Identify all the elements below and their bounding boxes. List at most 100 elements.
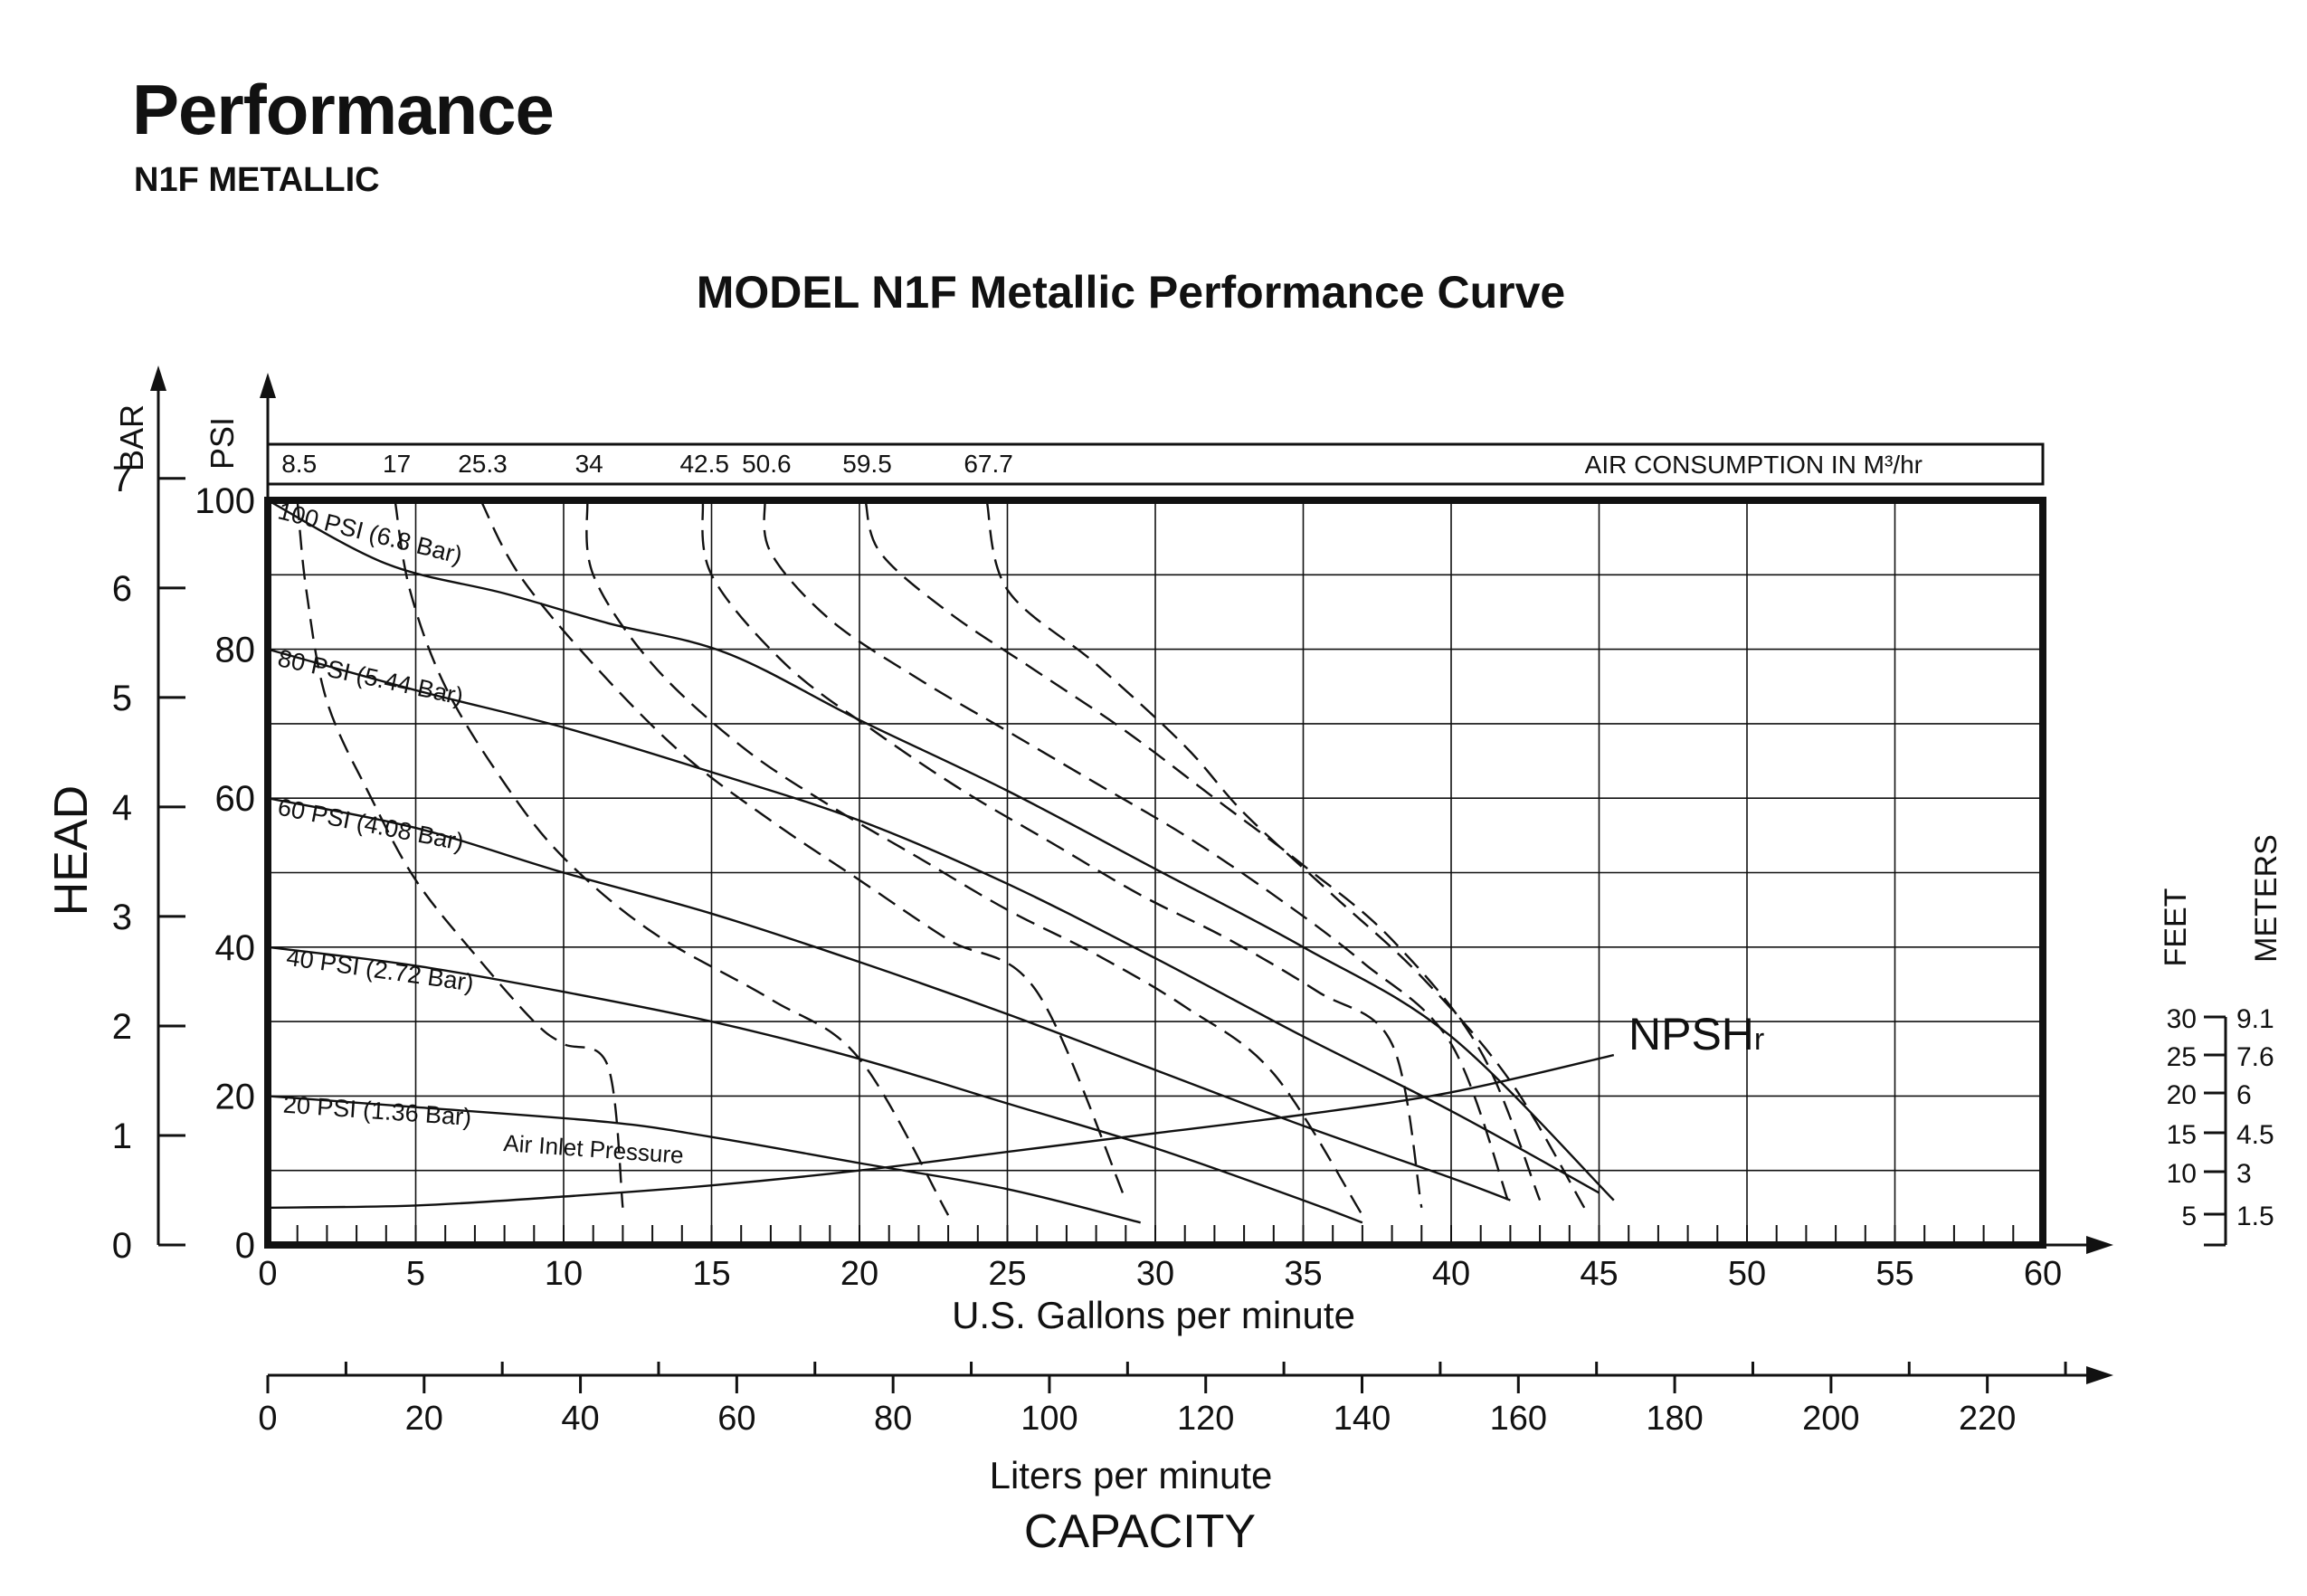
gpm-tick-label: 40	[1432, 1255, 1470, 1293]
lpm-tick-label: 180	[1646, 1400, 1703, 1438]
lpm-tick-label: 140	[1334, 1400, 1391, 1438]
pressure-curve-label: 60 PSI (4.08 Bar)	[276, 793, 467, 856]
bar-tick-label: 1	[112, 1116, 132, 1156]
plot-border	[264, 497, 2046, 1249]
air-consumption-value: 8.5	[281, 450, 317, 478]
air-consumption-curve	[701, 499, 1423, 1209]
air-inlet-pressure-annotation: Air Inlet Pressure	[503, 1129, 685, 1169]
bar-tick-label: 6	[112, 569, 132, 609]
psi-tick-label: 20	[215, 1077, 256, 1116]
npsh-curve	[267, 1053, 1615, 1209]
air-consumption-value: 25.3	[458, 450, 508, 478]
npsh-scale: 30 9.1 25 7.6 20 6 15 4.5 10 3 5 1.5	[2167, 1004, 2274, 1247]
bar-tick-label: 2	[112, 1007, 132, 1047]
air-consumption-value: 17	[383, 450, 411, 478]
gpm-tick-label: 20	[840, 1255, 878, 1293]
lpm-tick-label: 220	[1959, 1400, 2016, 1438]
pressure-curves	[267, 499, 1615, 1224]
lpm-tick-label: 120	[1177, 1400, 1234, 1438]
npsh-label: NPSHr	[1628, 1009, 1764, 1059]
npsh-feet-label: 5	[2181, 1202, 2197, 1231]
air-consumption-value: 34	[575, 450, 603, 478]
npsh-meters-label: 4.5	[2236, 1120, 2274, 1150]
bar-tick-label: 0	[112, 1226, 132, 1266]
bar-tick-label: 3	[112, 898, 132, 937]
pressure-curve	[267, 1095, 1141, 1224]
pressure-curve	[267, 648, 1600, 1194]
npsh-meters-label: 7.6	[2236, 1042, 2274, 1072]
pressure-curve	[267, 945, 1363, 1224]
npsh-feet-label: 25	[2167, 1042, 2197, 1072]
bar-tick-label: 4	[112, 788, 132, 828]
gpm-tick-label: 55	[1875, 1255, 1913, 1293]
bar-tick-label: 5	[112, 679, 132, 718]
bar-axis-title: BAR	[113, 404, 150, 471]
npsh-meters-label: 9.1	[2236, 1004, 2274, 1034]
x-axis-title: U.S. Gallons per minute	[952, 1294, 1355, 1336]
lpm-tick-label: 200	[1802, 1400, 1859, 1438]
air-consumption-curves	[296, 499, 1586, 1216]
npsh-feet-label: 15	[2167, 1120, 2197, 1150]
lpm-tick-label: 100	[1021, 1400, 1078, 1438]
lpm-tick-label: 60	[717, 1400, 755, 1438]
air-consumption-values: 8.5 17 25.3 34 42.5 50.6 59.5 67.7	[281, 450, 1013, 478]
air-consumption-curve	[479, 499, 1127, 1202]
series-labels: 100 PSI (6.8 Bar) 80 PSI (5.44 Bar) 60 PSI…	[275, 497, 475, 1131]
air-consumption-value: 59.5	[842, 450, 892, 478]
psi-tick-label: 40	[215, 928, 256, 968]
bar-tick-labels: 0 1 2 3 4 5 6 7	[112, 460, 185, 1266]
gpm-tick-label: 50	[1728, 1255, 1766, 1293]
air-consumption-curve	[763, 499, 1512, 1209]
bar-tick-label: 7	[112, 460, 132, 499]
npsh-feet-title: FEET	[2159, 888, 2193, 967]
psi-tick-label: 60	[215, 779, 256, 819]
air-consumption-curve	[864, 499, 1542, 1202]
npsh-feet-label: 10	[2167, 1159, 2197, 1189]
npsh-feet-label: 20	[2167, 1080, 2197, 1110]
gpm-tick-labels: 0 5 10 15 20 25 30 35 40 45 50 55 60	[258, 1255, 2062, 1293]
pressure-curve-label: 20 PSI (1.36 Bar)	[282, 1091, 472, 1131]
lpm-tick-label: 0	[258, 1400, 277, 1438]
gpm-tick-label: 0	[258, 1255, 277, 1293]
bar-axis-arrow	[150, 366, 166, 391]
air-consumption-value: 50.6	[742, 450, 792, 478]
npsh-meters-title: METERS	[2249, 834, 2283, 963]
pressure-curve-label: 80 PSI (5.44 Bar)	[276, 644, 466, 710]
npsh-meters-label: 3	[2236, 1159, 2252, 1189]
gpm-tick-label: 45	[1580, 1255, 1618, 1293]
page-subtitle: N1F METALLIC	[134, 161, 380, 199]
lpm-tick-label: 80	[874, 1400, 912, 1438]
x2-axis-title: Liters per minute	[990, 1454, 1273, 1496]
npsh-meters-label: 6	[2236, 1080, 2252, 1110]
psi-axis-title: PSI	[204, 417, 241, 470]
gpm-tick-label: 25	[988, 1255, 1026, 1293]
air-consumption-label: AIR CONSUMPTION IN M³/hr	[1585, 451, 1922, 479]
page-title: Performance	[132, 70, 555, 149]
gpm-axis-arrow	[2086, 1236, 2113, 1254]
psi-axis-arrow	[260, 373, 276, 398]
gpm-tick-label: 30	[1136, 1255, 1174, 1293]
lpm-tick-label: 160	[1490, 1400, 1547, 1438]
air-consumption-curve	[985, 499, 1586, 1209]
psi-tick-label: 80	[215, 631, 256, 670]
npsh-subscript: r	[1754, 1022, 1764, 1057]
npsh-feet-label: 30	[2167, 1004, 2197, 1034]
gpm-tick-label: 5	[406, 1255, 425, 1293]
lpm-tick-labels: 0 20 40 60 80 100 120 140 160 180 200 220	[258, 1362, 2067, 1438]
psi-tick-label: 0	[235, 1226, 255, 1266]
air-consumption-value: 67.7	[964, 450, 1013, 478]
air-consumption-value: 42.5	[679, 450, 729, 478]
npsh-meters-label: 1.5	[2236, 1202, 2274, 1231]
pressure-curve	[267, 797, 1511, 1202]
lpm-tick-label: 20	[405, 1400, 443, 1438]
air-consumption-curve	[585, 499, 1363, 1216]
pressure-curve-label: 40 PSI (2.72 Bar)	[285, 944, 476, 997]
capacity-title: CAPACITY	[1024, 1506, 1256, 1558]
gpm-tick-label: 15	[692, 1255, 730, 1293]
gpm-tick-label: 60	[2024, 1255, 2062, 1293]
lpm-axis-arrow	[2086, 1366, 2113, 1384]
y-axis-title: HEAD	[45, 785, 98, 916]
pressure-curve-label: 100 PSI (6.8 Bar)	[275, 497, 465, 569]
air-consumption-curve	[296, 499, 624, 1208]
